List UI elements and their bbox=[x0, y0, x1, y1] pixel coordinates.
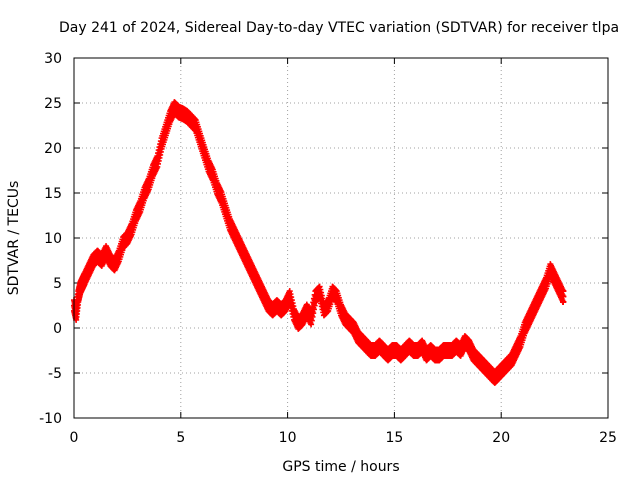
y-axis-label: SDTVAR / TECUs bbox=[6, 181, 22, 296]
y-tick-label: 25 bbox=[44, 96, 62, 112]
y-tick-label: 0 bbox=[53, 321, 62, 337]
y-tick-label: 20 bbox=[44, 141, 62, 157]
x-tick-label: 15 bbox=[385, 430, 403, 446]
data-point bbox=[560, 293, 567, 300]
data-point bbox=[560, 298, 567, 305]
x-tick-label: 25 bbox=[599, 430, 617, 446]
x-tick-label: 0 bbox=[70, 430, 79, 446]
chart-title: Day 241 of 2024, Sidereal Day-to-day VTE… bbox=[59, 20, 619, 36]
y-tick-label: 5 bbox=[53, 276, 62, 292]
tick-labels: 0 5 10 15 20 25 -10 -5 0 5 10 15 20 25 30 bbox=[39, 51, 617, 446]
data-points bbox=[71, 99, 567, 386]
grid bbox=[74, 58, 608, 418]
plot-frame bbox=[73, 57, 609, 419]
x-tick-label: 20 bbox=[492, 430, 510, 446]
y-tick-label: 15 bbox=[44, 186, 62, 202]
data-point bbox=[560, 288, 567, 295]
y-tick-label: -10 bbox=[39, 411, 62, 427]
x-tick-label: 5 bbox=[176, 430, 185, 446]
x-tick-label: 10 bbox=[279, 430, 297, 446]
y-tick-label: 30 bbox=[44, 51, 62, 67]
y-tick-label: 10 bbox=[44, 231, 62, 247]
x-axis-label: GPS time / hours bbox=[282, 459, 399, 475]
y-tick-label: -5 bbox=[48, 366, 62, 382]
